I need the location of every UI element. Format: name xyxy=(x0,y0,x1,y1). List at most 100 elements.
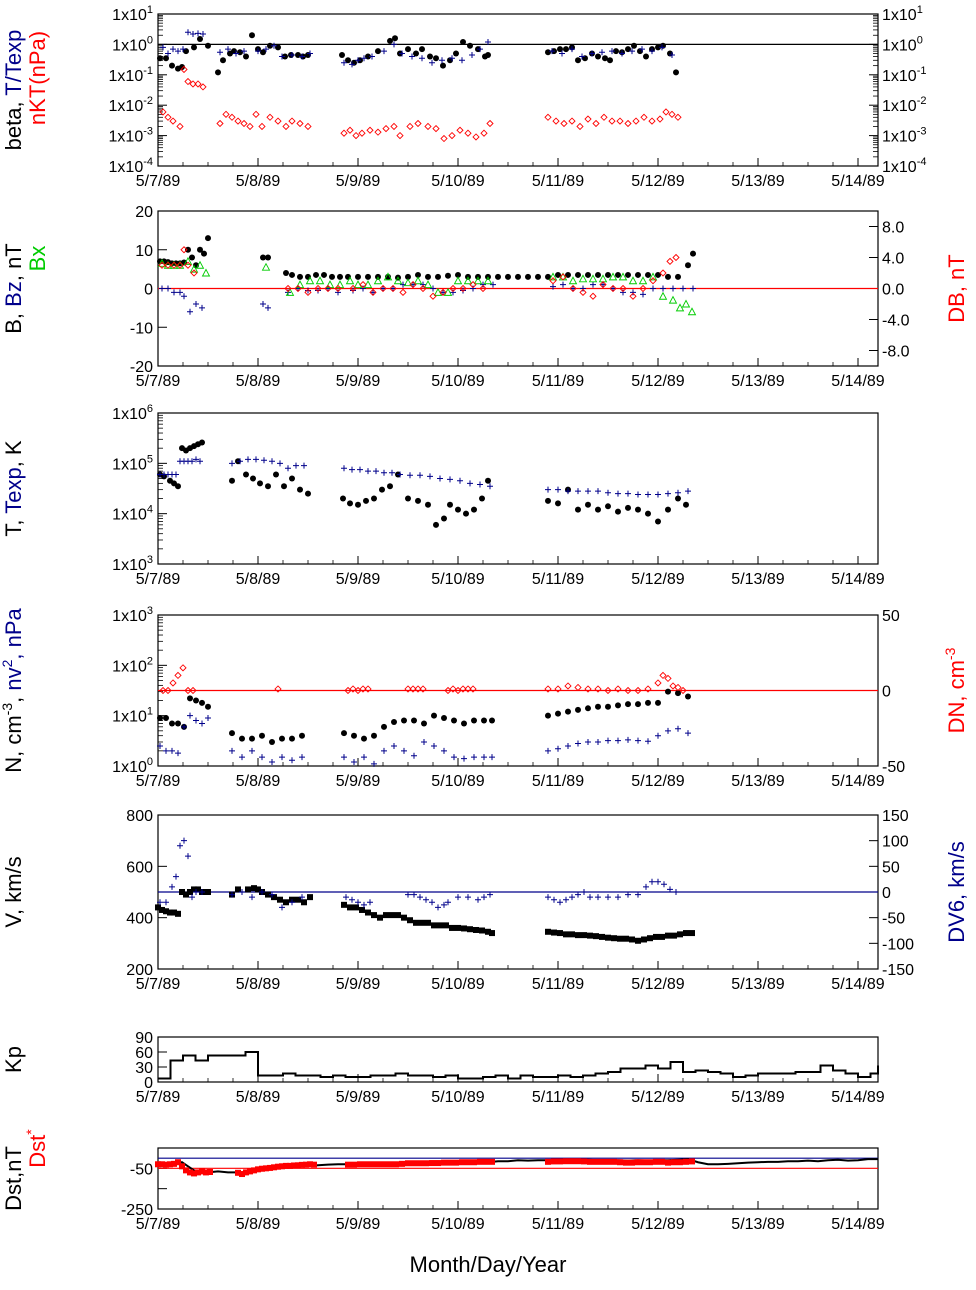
data-point xyxy=(245,456,251,463)
data-point xyxy=(433,55,439,62)
series-1 xyxy=(157,688,691,745)
data-point xyxy=(297,273,303,280)
data-point xyxy=(159,285,165,292)
data-point xyxy=(279,904,285,911)
data-point xyxy=(453,50,459,57)
data-point xyxy=(159,686,167,695)
x-tick-label: 5/8/89 xyxy=(236,571,281,588)
data-point xyxy=(593,933,599,940)
data-point xyxy=(659,44,665,51)
data-point xyxy=(200,30,206,37)
data-point xyxy=(175,48,181,55)
data-point xyxy=(289,735,295,742)
data-point xyxy=(463,276,473,285)
y-axis-label-part: , nT xyxy=(1,243,26,281)
data-point xyxy=(479,284,487,293)
data-point xyxy=(159,906,165,913)
data-point xyxy=(575,740,581,747)
data-point xyxy=(685,693,691,700)
data-point xyxy=(216,119,224,128)
data-point xyxy=(260,49,266,56)
data-point xyxy=(471,754,477,761)
data-point xyxy=(399,288,407,297)
data-point xyxy=(629,1159,635,1166)
data-point xyxy=(435,273,441,280)
x-tick-label: 5/13/89 xyxy=(731,773,784,790)
data-point xyxy=(675,489,681,496)
data-point xyxy=(355,899,361,906)
data-point xyxy=(409,280,417,289)
y-axis-label-2-part: * xyxy=(23,1129,39,1135)
data-point xyxy=(421,738,427,745)
data-point xyxy=(473,926,479,933)
data-point xyxy=(391,41,397,48)
data-point xyxy=(575,1158,581,1165)
x-tick-label: 5/11/89 xyxy=(532,1216,584,1233)
data-point xyxy=(187,712,193,719)
data-point xyxy=(179,64,185,71)
y-axis-label-right: DB, nT xyxy=(944,254,969,322)
data-point xyxy=(420,281,426,288)
data-point xyxy=(259,732,265,739)
data-point xyxy=(199,720,205,727)
data-point xyxy=(581,889,587,895)
data-point xyxy=(185,29,191,36)
data-point xyxy=(465,1159,471,1166)
data-point xyxy=(575,932,581,939)
data-point xyxy=(403,278,413,287)
data-point xyxy=(288,117,296,125)
data-point xyxy=(239,754,245,761)
data-point xyxy=(285,287,295,296)
data-point xyxy=(515,273,521,280)
data-point xyxy=(659,1158,665,1165)
data-point xyxy=(381,747,387,754)
data-point xyxy=(361,901,367,908)
data-point xyxy=(545,486,551,493)
data-point xyxy=(615,508,621,515)
data-point xyxy=(445,272,451,279)
y-tick-label-right: 1x101 xyxy=(882,4,923,24)
plot-frame xyxy=(157,1036,879,1083)
data-point xyxy=(569,284,577,293)
data-point xyxy=(455,894,461,901)
data-point xyxy=(265,254,271,261)
data-point xyxy=(448,131,456,140)
data-point xyxy=(234,117,242,125)
x-tick-label: 5/7/89 xyxy=(136,571,181,588)
data-point xyxy=(548,272,558,281)
data-point xyxy=(181,293,187,300)
data-point xyxy=(361,735,367,742)
data-point xyxy=(467,42,473,49)
data-point xyxy=(481,717,487,724)
y-axis-label: B, Bz, nT xyxy=(1,243,26,334)
data-point xyxy=(453,276,463,285)
data-point xyxy=(243,471,249,478)
data-point xyxy=(180,65,188,74)
y-tick-label-right: -4.0 xyxy=(882,313,910,330)
data-point xyxy=(569,46,575,53)
x-tick-label: 5/8/89 xyxy=(236,1089,281,1106)
data-point xyxy=(481,754,487,761)
data-point xyxy=(625,701,631,708)
data-point xyxy=(269,759,275,766)
data-point xyxy=(569,1158,575,1165)
data-point xyxy=(559,273,567,281)
data-point xyxy=(367,899,373,906)
data-point xyxy=(164,261,172,269)
data-point xyxy=(371,760,377,767)
data-point xyxy=(555,500,561,507)
data-point xyxy=(243,53,249,60)
y-tick-label-right: 0 xyxy=(882,684,891,701)
data-point xyxy=(585,271,591,278)
data-point xyxy=(299,894,305,901)
data-point xyxy=(158,261,166,269)
data-point xyxy=(665,273,671,280)
data-point xyxy=(191,886,197,893)
data-point xyxy=(575,891,581,898)
data-point xyxy=(411,752,417,759)
x-tick-label: 5/10/89 xyxy=(431,773,484,790)
y-tick-label: 0 xyxy=(144,1075,153,1092)
y-tick-label-right: 1x100 xyxy=(882,34,923,54)
x-tick-label: 5/12/89 xyxy=(631,373,684,390)
data-point xyxy=(180,246,188,254)
